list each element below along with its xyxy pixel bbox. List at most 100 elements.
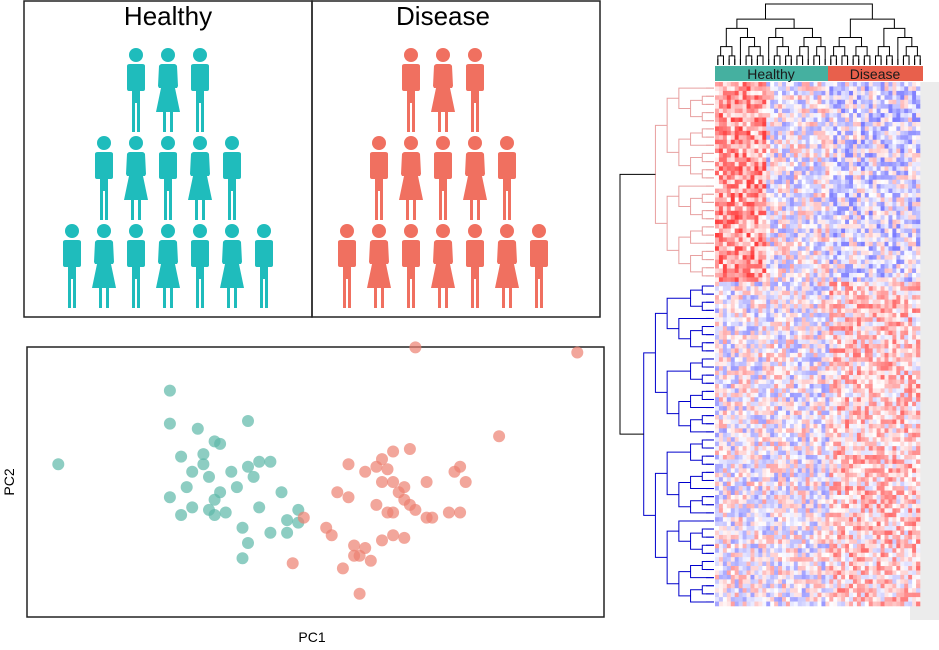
disease-point bbox=[359, 542, 372, 554]
healthy-person-icon bbox=[188, 136, 212, 220]
disease-person-icon bbox=[402, 48, 420, 132]
disease-point bbox=[342, 458, 355, 471]
healthy-point bbox=[52, 458, 65, 471]
disease-point bbox=[387, 476, 400, 488]
disease-person-icon bbox=[367, 224, 391, 308]
disease-point bbox=[571, 346, 584, 359]
disease-point bbox=[387, 445, 400, 458]
healthy-point bbox=[163, 384, 176, 397]
disease-person-icon bbox=[530, 224, 548, 308]
row-dendrogram bbox=[619, 87, 714, 603]
y-axis-label: PC2 bbox=[1, 468, 17, 495]
disease-point bbox=[359, 465, 372, 478]
healthy-point bbox=[175, 509, 188, 521]
healthy-point bbox=[208, 509, 221, 521]
disease-point bbox=[387, 529, 400, 542]
healthy-point bbox=[242, 460, 254, 473]
disease-point bbox=[426, 511, 439, 524]
healthy-point bbox=[230, 481, 243, 494]
healthy-point bbox=[203, 470, 215, 483]
disease-point bbox=[364, 554, 377, 567]
healthy-point bbox=[225, 465, 238, 478]
healthy-point bbox=[275, 486, 288, 499]
healthy-people-icons bbox=[63, 48, 273, 308]
healthy-person-icon bbox=[223, 136, 241, 220]
heatmap-cells bbox=[715, 82, 921, 607]
healthy-bar-label: Healthy bbox=[747, 66, 794, 82]
healthy-point bbox=[281, 514, 294, 527]
healthy-point bbox=[186, 465, 199, 478]
disease-point bbox=[370, 498, 383, 511]
healthy-person-icon bbox=[156, 48, 180, 132]
healthy-point bbox=[186, 501, 199, 514]
disease-title: Disease bbox=[396, 1, 490, 31]
healthy-point bbox=[214, 437, 227, 450]
disease-point bbox=[459, 476, 472, 488]
disease-point bbox=[348, 549, 361, 562]
healthy-person-icon bbox=[220, 224, 244, 308]
disease-person-icon bbox=[466, 48, 484, 132]
disease-point bbox=[376, 534, 388, 547]
disease-bar-label: Disease bbox=[850, 66, 901, 82]
healthy-person-icon bbox=[95, 136, 113, 220]
disease-person-icon bbox=[402, 224, 420, 308]
healthy-point bbox=[264, 455, 277, 468]
healthy-person-icon bbox=[191, 48, 209, 132]
healthy-point bbox=[197, 458, 210, 471]
healthy-point bbox=[242, 537, 254, 549]
disease-point bbox=[342, 491, 355, 504]
disease-point bbox=[442, 506, 455, 519]
disease-point bbox=[381, 463, 394, 476]
disease-person-icon bbox=[495, 224, 519, 308]
disease-point bbox=[493, 430, 506, 443]
disease-point bbox=[398, 531, 411, 544]
clustered-heatmap: Healthy Disease bbox=[619, 3, 939, 620]
healthy-person-icon bbox=[255, 224, 273, 308]
healthy-point bbox=[253, 501, 266, 514]
healthy-person-icon bbox=[92, 224, 116, 308]
disease-point bbox=[454, 506, 467, 519]
disease-point bbox=[353, 587, 366, 600]
healthy-person-icon bbox=[156, 224, 180, 308]
disease-person-icon bbox=[399, 136, 423, 220]
disease-point bbox=[409, 341, 422, 354]
healthy-person-icon bbox=[127, 48, 145, 132]
healthy-title: Healthy bbox=[124, 1, 212, 31]
healthy-point bbox=[163, 491, 176, 504]
disease-point bbox=[331, 486, 344, 499]
disease-point bbox=[336, 562, 349, 575]
healthy-point bbox=[247, 470, 260, 483]
disease-point bbox=[297, 511, 310, 524]
healthy-person-icon bbox=[127, 224, 145, 308]
disease-person-icon bbox=[431, 48, 455, 132]
disease-person-icon bbox=[463, 136, 487, 220]
healthy-point bbox=[236, 521, 249, 534]
healthy-point bbox=[264, 526, 277, 539]
disease-point bbox=[376, 476, 388, 488]
disease-point bbox=[286, 557, 299, 570]
disease-person-icon bbox=[370, 136, 388, 220]
column-dendrogram bbox=[717, 3, 921, 65]
cohort-panel: Healthy Disease bbox=[23, 0, 601, 318]
disease-point bbox=[454, 460, 467, 473]
disease-point bbox=[409, 503, 422, 516]
healthy-person-icon bbox=[159, 136, 177, 220]
healthy-point bbox=[219, 506, 232, 519]
disease-person-icon bbox=[466, 224, 484, 308]
disease-point bbox=[403, 443, 416, 455]
healthy-point bbox=[180, 481, 193, 494]
pca-scatter-plot: PC1 PC2 bbox=[1, 341, 605, 645]
healthy-person-icon bbox=[63, 224, 81, 308]
healthy-person-icon bbox=[191, 224, 209, 308]
x-axis-label: PC1 bbox=[298, 629, 325, 645]
disease-point bbox=[325, 529, 338, 542]
healthy-point bbox=[197, 448, 210, 461]
disease-point bbox=[420, 476, 433, 488]
healthy-person-icon bbox=[124, 136, 148, 220]
healthy-point bbox=[175, 450, 188, 463]
healthy-point bbox=[281, 526, 294, 539]
disease-person-icon bbox=[431, 224, 455, 308]
healthy-point bbox=[191, 422, 204, 435]
disease-point bbox=[370, 460, 383, 473]
